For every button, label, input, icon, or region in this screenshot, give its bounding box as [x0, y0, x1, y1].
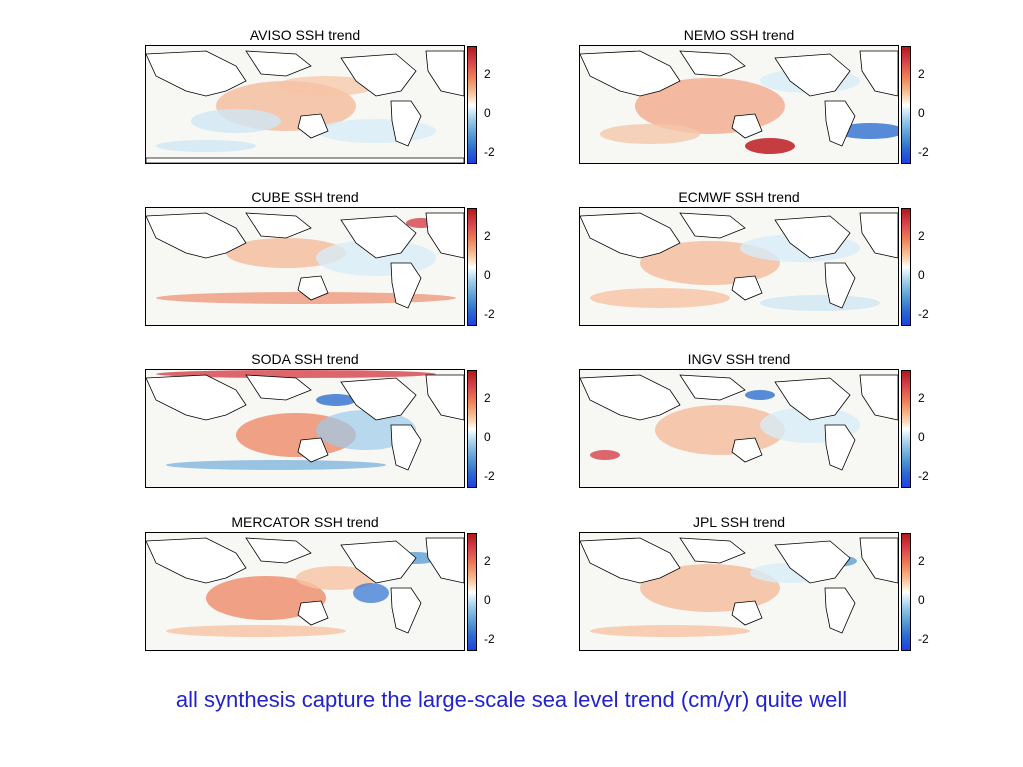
colorbar [901, 208, 911, 326]
colorbar-tick: 0 [484, 593, 491, 607]
colorbar [467, 208, 477, 326]
colorbar-tick: 0 [918, 593, 925, 607]
colorbar-tick: -2 [484, 632, 495, 646]
map-panel-nemo: NEMO SSH trend 2 0 -2 [579, 25, 979, 175]
panel-title: ECMWF SSH trend [678, 189, 800, 205]
map-panel-ingv: INGV SSH trend 2 0 -2 [579, 349, 979, 499]
ssh-trend-map [145, 369, 465, 488]
world-map-graphic [580, 374, 898, 471]
colorbar-tick: 0 [484, 430, 491, 444]
map-panel-aviso: AVISO SSH trend 2 0 -2 [145, 25, 545, 175]
world-map-graphic [580, 537, 898, 637]
colorbar-tick: 2 [918, 391, 925, 405]
colorbar [467, 370, 477, 488]
colorbar [467, 533, 477, 651]
colorbar [901, 533, 911, 651]
colorbar-tick: 2 [484, 229, 491, 243]
panel-title: AVISO SSH trend [249, 27, 361, 43]
colorbar-tick: 2 [918, 229, 925, 243]
world-map-graphic [580, 212, 898, 311]
colorbar-tick: -2 [484, 307, 495, 321]
ssh-trend-map [579, 532, 899, 651]
panel-title: MERCATOR SSH trend [231, 514, 379, 530]
colorbar-tick: 0 [918, 430, 925, 444]
colorbar-tick: 2 [484, 554, 491, 568]
colorbar-tick: 0 [484, 106, 491, 120]
ssh-trend-map [145, 207, 465, 326]
world-map-graphic [146, 212, 464, 309]
panel-title: CUBE SSH trend [251, 189, 359, 205]
colorbar-tick: -2 [918, 145, 929, 159]
world-map-graphic [146, 50, 464, 163]
colorbar-tick: 2 [484, 67, 491, 81]
colorbar-tick: -2 [484, 469, 495, 483]
colorbar-tick: 0 [918, 268, 925, 282]
panel-title: INGV SSH trend [687, 351, 791, 367]
panel-title: SODA SSH trend [251, 351, 359, 367]
colorbar-tick: 2 [484, 391, 491, 405]
map-panel-ecmwf: ECMWF SSH trend 2 0 -2 [579, 187, 979, 337]
colorbar-tick: 0 [484, 268, 491, 282]
colorbar [467, 46, 477, 164]
colorbar-tick: -2 [918, 632, 929, 646]
world-map-graphic [146, 537, 464, 637]
ssh-trend-map [145, 45, 465, 164]
colorbar-tick: -2 [918, 469, 929, 483]
ssh-trend-map [579, 45, 899, 164]
colorbar-tick: -2 [918, 307, 929, 321]
colorbar [901, 370, 911, 488]
colorbar-tick: 0 [918, 106, 925, 120]
ssh-trend-map [579, 369, 899, 488]
colorbar-tick: 2 [918, 67, 925, 81]
world-map-graphic [146, 370, 464, 471]
panel-title: JPL SSH trend [692, 514, 786, 530]
map-panel-soda: SODA SSH trend 2 0 -2 [145, 349, 545, 499]
ssh-trend-map [145, 532, 465, 651]
colorbar-tick: 2 [918, 554, 925, 568]
map-panel-mercator: MERCATOR SSH trend 2 0 -2 [145, 512, 545, 662]
colorbar [901, 46, 911, 164]
world-map-graphic [580, 50, 898, 154]
slide-caption: all synthesis capture the large-scale se… [175, 687, 848, 712]
map-panel-jpl: JPL SSH trend 2 0 -2 [579, 512, 979, 662]
colorbar-tick: -2 [484, 145, 495, 159]
ssh-trend-map [579, 207, 899, 326]
panel-title: NEMO SSH trend [683, 27, 795, 43]
map-panel-cube: CUBE SSH trend 2 0 -2 [145, 187, 545, 337]
